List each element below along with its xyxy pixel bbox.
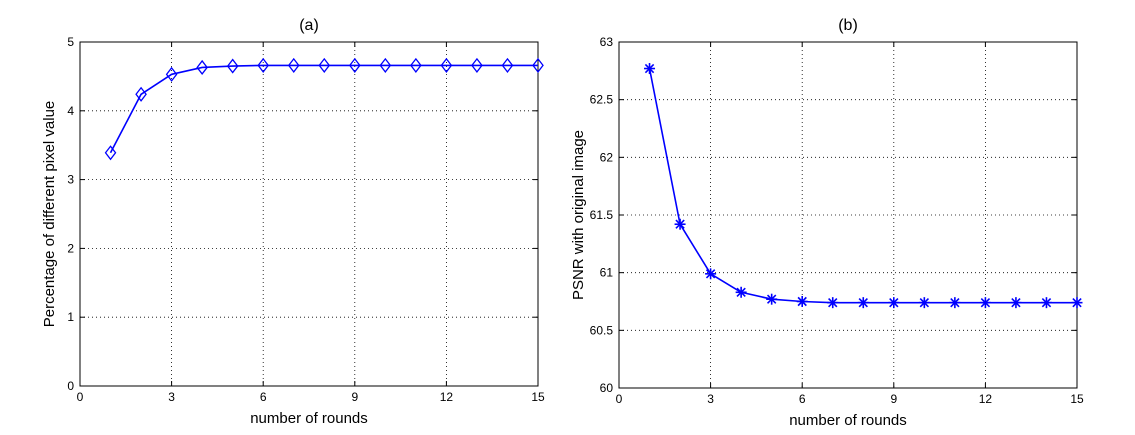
data-point <box>918 297 930 309</box>
x-tick-label: 15 <box>531 390 545 404</box>
y-axis-label: Percentage of different pixel value <box>41 101 58 328</box>
y-tick-label: 0 <box>67 379 74 393</box>
x-tick-label: 12 <box>440 390 454 404</box>
data-point <box>827 297 839 309</box>
y-tick-label: 4 <box>67 104 74 118</box>
data-point <box>888 297 900 309</box>
x-tick-label: 9 <box>890 392 897 406</box>
data-point <box>705 268 717 280</box>
x-tick-label: 6 <box>799 392 806 406</box>
data-point <box>348 57 361 73</box>
y-axis-label: PSNR with original image <box>570 130 587 300</box>
x-tick-label: 0 <box>616 392 623 406</box>
y-tick-label: 3 <box>67 173 74 187</box>
data-point <box>226 58 239 74</box>
y-tick-label: 62 <box>600 150 614 164</box>
y-tick-label: 1 <box>67 310 74 324</box>
y-tick-label: 63 <box>600 35 614 49</box>
data-point <box>1040 297 1052 309</box>
data-point <box>287 57 300 73</box>
data-point <box>135 86 147 102</box>
data-point <box>471 57 483 73</box>
x-tick-label: 15 <box>1070 392 1084 406</box>
y-tick-label: 5 <box>67 35 74 49</box>
plot-area <box>79 41 539 387</box>
data-point <box>949 297 961 309</box>
data-point <box>379 57 392 73</box>
data-point <box>104 145 117 161</box>
x-tick-label: 3 <box>707 392 714 406</box>
data-point <box>1071 297 1083 309</box>
chart-title: (a) <box>299 17 319 34</box>
x-tick-label: 12 <box>979 392 993 406</box>
x-tick-label: 3 <box>168 390 175 404</box>
data-point <box>979 297 991 309</box>
y-tick-label: 60.5 <box>590 323 614 337</box>
data-point <box>532 57 544 73</box>
data-point <box>440 57 453 73</box>
y-tick-label: 61 <box>600 266 614 280</box>
x-axis-label: number of rounds <box>789 412 907 429</box>
data-point <box>410 57 422 73</box>
data-point <box>644 63 656 75</box>
chart-panel-b: 0 3 6 9 12 15 60 60.5 61 61.5 62 62.5 63 (b) number of… <box>570 17 1084 429</box>
chart-title: (b) <box>838 17 858 34</box>
data-point <box>674 218 686 230</box>
series-line <box>109 64 538 154</box>
y-tick-label: 61.5 <box>590 208 614 222</box>
data-point <box>501 57 514 73</box>
data-point <box>257 57 270 73</box>
y-tick-label: 62.5 <box>590 93 614 107</box>
data-point <box>735 286 747 298</box>
x-axis-label: number of rounds <box>250 410 368 427</box>
data-point <box>318 57 331 73</box>
data-point <box>857 297 869 309</box>
data-point <box>766 293 778 305</box>
y-tick-label: 60 <box>600 381 614 395</box>
data-point <box>196 59 208 76</box>
data-point <box>796 296 808 307</box>
data-point <box>165 66 178 82</box>
x-tick-label: 9 <box>351 390 358 404</box>
y-tick-label: 2 <box>67 241 74 255</box>
x-tick-label: 6 <box>260 390 267 404</box>
data-point <box>1010 297 1022 309</box>
x-tick-label: 0 <box>77 390 84 404</box>
